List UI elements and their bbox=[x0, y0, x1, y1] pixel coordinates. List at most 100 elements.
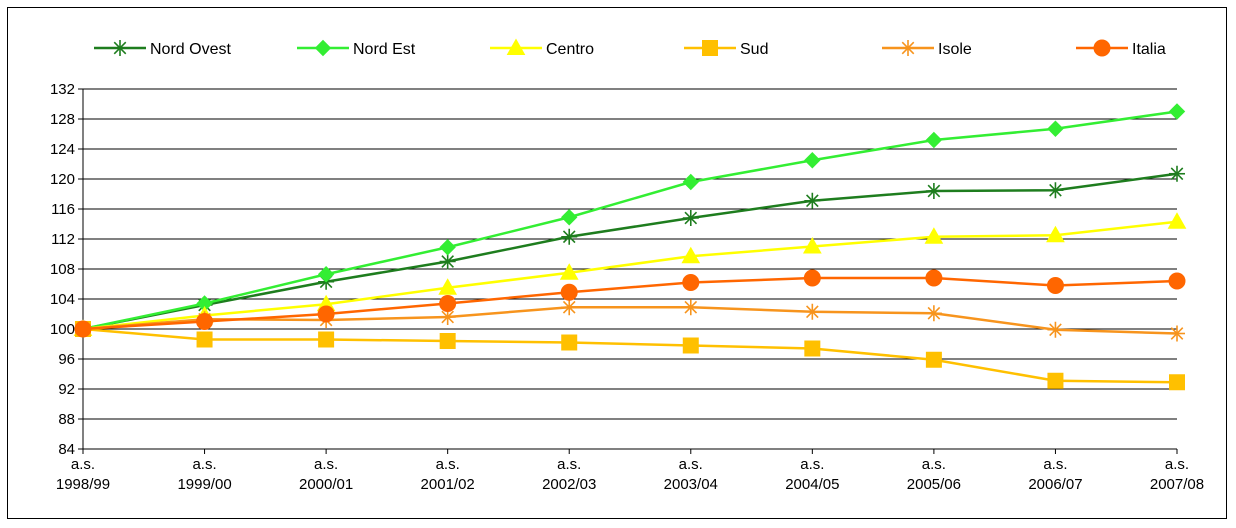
x-tick-label: a.s. 2004/05 bbox=[785, 456, 839, 493]
y-tick-label: 124 bbox=[50, 141, 75, 158]
legend-marker bbox=[1093, 39, 1111, 57]
x-tick-label: a.s. 1999/00 bbox=[177, 456, 231, 493]
data-point-centro bbox=[1046, 225, 1065, 243]
data-point-italia bbox=[682, 274, 700, 291]
data-point-isole bbox=[1169, 325, 1185, 342]
series-italia bbox=[74, 269, 1186, 338]
data-point-nord-ovest bbox=[804, 192, 821, 209]
axes: 84 88 92 96 100 104 108 112 116 120 124 128 132 a.s. 1… bbox=[50, 81, 1204, 493]
legend: Nord Ovest Nord Est Centro Sud Isole Italia bbox=[94, 38, 1166, 58]
legend-marker bbox=[506, 38, 526, 55]
x-tick-label-line: a.s. bbox=[1165, 456, 1189, 473]
x-tick-label-line: 2002/03 bbox=[542, 476, 596, 493]
series-line-nord-est bbox=[82, 110, 1178, 331]
x-tick-label-line: a.s. bbox=[192, 456, 216, 473]
data-point-nord-est bbox=[1168, 103, 1186, 120]
x-tick-label-line: a.s. bbox=[1043, 456, 1067, 473]
data-point-italia bbox=[196, 313, 214, 330]
legend-item-nord-est: Nord Est bbox=[297, 39, 416, 58]
series-line-isole bbox=[82, 306, 1178, 335]
data-point-isole bbox=[1047, 321, 1064, 338]
y-tick-label: 112 bbox=[51, 231, 75, 248]
data-point-sud bbox=[804, 340, 821, 357]
x-tick-label-line: 2001/02 bbox=[421, 476, 475, 493]
series-line-centro bbox=[82, 220, 1178, 331]
data-point-centro bbox=[1167, 212, 1187, 229]
x-tick-label-line: a.s. bbox=[679, 456, 703, 473]
data-point-isole bbox=[682, 299, 699, 316]
y-tick-label: 116 bbox=[51, 201, 75, 218]
y-tick-label: 92 bbox=[58, 381, 75, 398]
x-tick-label-line: a.s. bbox=[557, 456, 581, 473]
x-tick-label-line: 2007/08 bbox=[1150, 476, 1204, 493]
data-point-nord-est bbox=[439, 239, 456, 256]
x-tick-label: a.s. 2007/08 bbox=[1150, 456, 1204, 493]
legend-label: Italia bbox=[1132, 41, 1166, 58]
data-point-centro bbox=[802, 236, 822, 254]
data-point-sud bbox=[318, 331, 335, 348]
y-tick-label: 104 bbox=[50, 291, 75, 308]
y-tick-label: 128 bbox=[50, 111, 75, 128]
legend-label: Sud bbox=[740, 41, 768, 58]
legend-item-sud: Sud bbox=[684, 40, 768, 58]
data-point-sud bbox=[1169, 374, 1185, 391]
legend-item-nord-ovest: Nord Ovest bbox=[94, 40, 231, 58]
legend-item-centro: Centro bbox=[490, 38, 594, 58]
x-tick-label-line: a.s. bbox=[800, 456, 824, 473]
series-line-nord-ovest bbox=[82, 172, 1178, 331]
x-tick-label: a.s. 2000/01 bbox=[299, 456, 353, 493]
series-line-sud bbox=[82, 327, 1178, 384]
data-point-sud bbox=[439, 333, 456, 349]
legend-label: Centro bbox=[546, 41, 594, 58]
x-tick-label-line: a.s. bbox=[922, 456, 946, 473]
data-point-isole bbox=[925, 305, 942, 322]
x-tick-label-line: 1999/00 bbox=[177, 476, 231, 493]
legend-label: Nord Est bbox=[353, 41, 416, 58]
y-tick-label: 84 bbox=[58, 441, 75, 458]
data-point-italia bbox=[1168, 272, 1186, 290]
data-point-sud bbox=[1047, 372, 1064, 389]
series-line-italia bbox=[82, 276, 1178, 331]
data-point-nord-est bbox=[317, 266, 335, 283]
data-point-italia bbox=[439, 295, 457, 312]
x-tick-label-line: a.s. bbox=[314, 456, 338, 473]
data-point-isole bbox=[561, 299, 578, 316]
x-tick-label: a.s. 2003/04 bbox=[664, 456, 718, 493]
x-tick-label-line: 2000/01 bbox=[299, 476, 353, 493]
y-tick-label: 108 bbox=[50, 261, 75, 278]
data-point-nord-ovest bbox=[561, 228, 578, 245]
x-tick-label-line: 2004/05 bbox=[785, 476, 839, 493]
x-tick-label-line: 1998/99 bbox=[56, 476, 110, 493]
x-tick-label: a.s. 1998/99 bbox=[56, 456, 110, 493]
x-tick-label-line: 2006/07 bbox=[1028, 476, 1082, 493]
x-tick-label-line: a.s. bbox=[436, 456, 460, 473]
data-point-sud bbox=[925, 351, 942, 368]
data-point-centro bbox=[559, 263, 579, 280]
data-point-sud bbox=[682, 337, 699, 354]
data-point-nord-ovest bbox=[439, 253, 456, 270]
legend-item-italia: Italia bbox=[1076, 39, 1166, 58]
data-point-nord-ovest bbox=[1169, 165, 1185, 182]
legend-marker bbox=[112, 40, 128, 56]
data-point-italia bbox=[560, 283, 578, 301]
data-point-nord-ovest bbox=[682, 210, 699, 226]
data-point-centro bbox=[924, 227, 944, 244]
x-tick-label: a.s. 2006/07 bbox=[1028, 456, 1082, 493]
series-sud bbox=[75, 321, 1185, 391]
data-point-nord-est bbox=[804, 152, 821, 169]
grid bbox=[83, 88, 1177, 450]
legend-marker bbox=[314, 39, 332, 57]
data-point-nord-est bbox=[925, 131, 943, 149]
data-point-italia bbox=[317, 305, 335, 323]
legend-label: Isole bbox=[938, 41, 972, 58]
data-point-isole bbox=[804, 303, 821, 320]
data-point-centro bbox=[681, 246, 701, 264]
data-point-italia bbox=[74, 320, 92, 338]
y-tick-label: 120 bbox=[50, 171, 75, 188]
x-tick-label-line: 2005/06 bbox=[907, 476, 961, 493]
chart-frame bbox=[7, 7, 1227, 519]
data-point-nord-est bbox=[1047, 120, 1064, 137]
legend-marker bbox=[702, 40, 718, 56]
data-point-sud bbox=[196, 331, 213, 348]
